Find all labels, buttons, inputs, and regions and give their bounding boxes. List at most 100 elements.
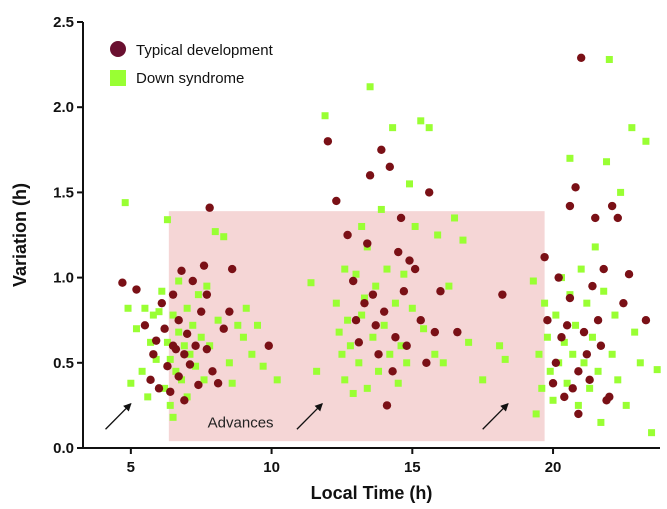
y-tick-label: 2.0	[53, 99, 74, 116]
point-down-syndrome	[496, 342, 504, 350]
point-down-syndrome	[588, 333, 596, 341]
ticks: 0.0 0.5 1.0 1.5 2.0 2.5 5 10 15 20	[53, 14, 561, 476]
point-typical-development	[551, 358, 561, 367]
point-down-syndrome	[574, 401, 582, 409]
legend-marker-down-syndrome	[110, 70, 126, 86]
point-down-syndrome	[369, 333, 377, 341]
point-down-syndrome	[355, 359, 363, 367]
point-down-syndrome	[386, 350, 394, 358]
point-typical-development	[410, 264, 420, 274]
advances-annotation: Advances	[208, 415, 274, 432]
point-typical-development	[202, 344, 212, 354]
point-typical-development	[607, 201, 617, 211]
point-typical-development	[402, 341, 411, 350]
point-down-syndrome	[501, 355, 509, 363]
point-down-syndrome	[186, 350, 194, 358]
point-down-syndrome	[411, 222, 419, 230]
point-down-syndrome	[549, 396, 557, 404]
point-typical-development	[363, 239, 372, 248]
point-typical-development	[163, 362, 172, 371]
point-down-syndrome	[248, 350, 256, 358]
advance-arrow-3	[482, 402, 509, 430]
point-down-syndrome	[228, 379, 236, 387]
axes	[82, 22, 660, 449]
point-down-syndrome	[234, 321, 242, 329]
point-typical-development	[151, 336, 161, 345]
point-typical-development	[118, 278, 127, 287]
point-down-syndrome	[439, 359, 447, 367]
point-down-syndrome	[220, 233, 228, 241]
point-down-syndrome	[360, 294, 368, 302]
point-down-syndrome	[183, 304, 191, 312]
point-typical-development	[374, 350, 383, 359]
point-down-syndrome	[420, 325, 428, 333]
point-typical-development	[379, 307, 389, 316]
point-typical-development	[548, 379, 558, 388]
point-down-syndrome	[391, 299, 399, 307]
advance-arrows	[105, 402, 509, 430]
point-typical-development	[174, 316, 183, 325]
point-typical-development	[585, 375, 594, 385]
point-typical-development	[582, 350, 592, 359]
point-down-syndrome	[400, 270, 408, 278]
point-down-syndrome	[451, 214, 459, 222]
point-down-syndrome	[194, 291, 202, 299]
point-down-syndrome	[529, 277, 537, 285]
point-down-syndrome	[127, 379, 135, 387]
advance-arrow-1	[105, 402, 132, 430]
point-down-syndrome	[594, 367, 602, 375]
point-typical-development	[571, 183, 580, 192]
point-down-syndrome	[349, 389, 357, 397]
point-typical-development	[264, 341, 273, 350]
point-typical-development	[425, 188, 434, 197]
point-down-syndrome	[541, 299, 549, 307]
point-down-syndrome	[532, 410, 540, 418]
point-typical-development	[343, 230, 352, 240]
point-typical-development	[543, 316, 552, 325]
point-typical-development	[540, 252, 549, 262]
point-down-syndrome	[631, 328, 639, 336]
point-typical-development	[394, 247, 403, 257]
point-down-syndrome	[214, 316, 222, 324]
point-down-syndrome	[178, 376, 186, 384]
point-down-syndrome	[566, 154, 574, 162]
point-typical-development	[619, 298, 628, 308]
point-down-syndrome	[583, 299, 591, 307]
point-down-syndrome	[172, 367, 180, 375]
point-typical-development	[557, 333, 566, 342]
point-typical-development	[391, 333, 400, 342]
point-down-syndrome	[242, 304, 250, 312]
point-down-syndrome	[358, 222, 366, 230]
point-down-syndrome	[425, 124, 433, 132]
point-typical-development	[149, 350, 158, 359]
point-down-syndrome	[445, 282, 453, 290]
y-tick-label: 1.5	[53, 184, 74, 201]
point-down-syndrome	[206, 342, 214, 350]
point-down-syndrome	[180, 342, 188, 350]
point-down-syndrome	[605, 55, 613, 63]
point-down-syndrome	[175, 328, 183, 336]
advance-arrow-2	[296, 402, 323, 430]
point-down-syndrome	[572, 321, 580, 329]
point-down-syndrome	[121, 199, 129, 207]
point-typical-development	[624, 269, 634, 279]
point-typical-development	[396, 213, 406, 223]
point-down-syndrome	[124, 304, 132, 312]
point-down-syndrome	[405, 180, 413, 188]
point-down-syndrome	[344, 316, 352, 324]
point-down-syndrome	[307, 279, 315, 287]
point-down-syndrome	[152, 355, 160, 363]
point-down-syndrome	[538, 384, 546, 392]
point-down-syndrome	[617, 188, 625, 196]
point-typical-development	[385, 162, 394, 172]
point-typical-development	[360, 298, 369, 308]
point-typical-development	[180, 396, 189, 405]
point-down-syndrome	[225, 359, 233, 367]
point-typical-development	[157, 298, 167, 308]
point-down-syndrome	[341, 376, 349, 384]
point-down-syndrome	[372, 282, 380, 290]
point-down-syndrome	[608, 350, 616, 358]
point-down-syndrome	[546, 367, 554, 375]
point-down-syndrome	[417, 117, 425, 125]
point-down-syndrome	[166, 355, 174, 363]
